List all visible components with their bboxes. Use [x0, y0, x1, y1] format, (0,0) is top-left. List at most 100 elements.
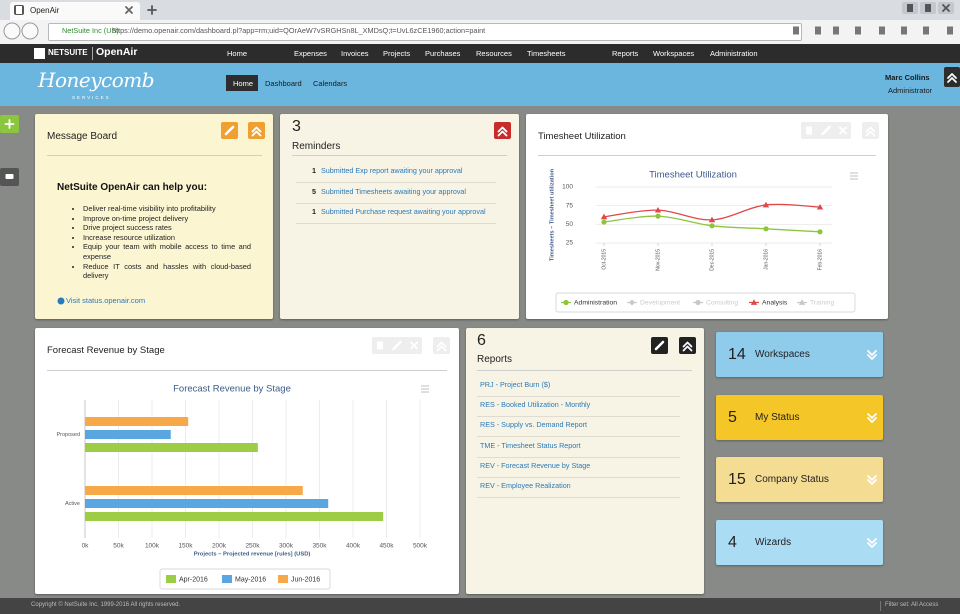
report-link[interactable]: REV - Forecast Revenue by Stage — [480, 460, 591, 470]
nav-brand: NETSUITE — [48, 48, 88, 57]
icon-bg — [862, 122, 879, 139]
browser-toolbar-icon[interactable] — [876, 24, 888, 37]
site-identity: NetSuite Inc (US) — [62, 26, 119, 35]
nav-item[interactable]: Purchases — [425, 49, 461, 58]
legend-box — [159, 568, 331, 590]
icon-glyph — [923, 26, 929, 35]
panel-tool[interactable] — [818, 122, 834, 139]
reminder-link[interactable]: Submitted Exp report awaiting your appro… — [321, 166, 463, 175]
edit-button[interactable] — [221, 122, 238, 139]
edit-button[interactable] — [651, 337, 668, 354]
icon-bg — [248, 122, 265, 139]
browser-toolbar-icon[interactable] — [790, 24, 802, 37]
reminder-link[interactable]: Submitted Timesheets awaiting your appro… — [321, 186, 467, 196]
nav-item[interactable]: Projects — [383, 49, 411, 58]
nav-item[interactable]: Expenses — [294, 49, 327, 58]
nav-button[interactable] — [3, 22, 21, 40]
nav-item[interactable]: Reports — [612, 49, 639, 58]
bar — [85, 499, 329, 508]
report-link[interactable]: REV - Employee Realization — [480, 481, 571, 490]
window-control[interactable] — [920, 2, 936, 14]
report-link[interactable]: PRJ - Project Burn ($) — [480, 380, 551, 389]
tile[interactable] — [716, 519, 883, 565]
collapse-header[interactable] — [944, 67, 960, 87]
row-separator — [477, 497, 680, 498]
nav-item[interactable]: Timesheets — [527, 49, 566, 58]
nav-item[interactable]: Resources — [476, 49, 512, 58]
browser-toolbar-icon[interactable] — [920, 24, 932, 37]
sidebar-add[interactable] — [0, 115, 19, 133]
reminder-link[interactable]: Submitted Purchase request awaiting your… — [321, 207, 486, 216]
tile-expand[interactable] — [864, 346, 880, 362]
data-point — [600, 213, 608, 220]
collapse-button[interactable] — [433, 337, 450, 354]
x-tick-label: 450k — [379, 543, 394, 550]
collapse-button[interactable] — [862, 122, 879, 139]
sidebar-chat[interactable] — [0, 168, 19, 186]
browser-toolbar-icon[interactable] — [944, 24, 956, 37]
window-control[interactable] — [938, 2, 954, 14]
bar — [85, 512, 384, 521]
browser-tab[interactable] — [10, 2, 140, 20]
filter-set: Filter set: All Access — [885, 602, 939, 608]
panel-tool[interactable] — [372, 337, 388, 354]
active-tab-bg — [226, 75, 258, 91]
nav-item[interactable]: Administration — [710, 49, 758, 58]
header-tab[interactable]: Home — [233, 79, 254, 88]
nav-item[interactable]: Invoices — [341, 49, 369, 58]
nav-item[interactable]: Workspaces — [653, 49, 695, 58]
icon-glyph — [5, 174, 14, 179]
copyright: Copyright © NetSuite Inc. 1999-2016 All … — [31, 602, 181, 608]
icon-glyph — [497, 130, 508, 137]
window-control[interactable] — [902, 2, 918, 14]
tab-favicon[interactable] — [14, 5, 24, 15]
browser-toolbar-icon[interactable] — [830, 24, 842, 37]
tile[interactable] — [716, 394, 883, 440]
tile[interactable] — [716, 332, 883, 377]
tile-expand[interactable] — [864, 409, 880, 425]
report-link[interactable]: TME - Timesheet Status Report — [480, 440, 581, 450]
browser-toolbar-icon[interactable] — [852, 24, 864, 37]
y-tick-label: 25 — [566, 240, 574, 247]
divider — [47, 370, 447, 371]
report-link[interactable]: RES - Booked Utilization - Monthly — [480, 400, 591, 410]
tile-expand[interactable] — [864, 534, 880, 550]
tile-expand[interactable] — [864, 471, 880, 487]
tab-close[interactable] — [124, 5, 134, 15]
icon-glyph — [682, 345, 693, 352]
status-link[interactable]: Visit status.openair.com — [66, 296, 146, 305]
icon-glyph — [224, 125, 235, 136]
icon-glyph — [497, 126, 508, 133]
bar — [85, 486, 303, 495]
header-tab[interactable]: Dashboard — [265, 79, 302, 88]
icon-glyph — [865, 130, 876, 137]
header-tab[interactable]: Calendars — [313, 79, 348, 88]
tab-title: OpenAir — [30, 6, 60, 15]
icon-glyph — [879, 26, 885, 35]
collapse-button[interactable] — [679, 337, 696, 354]
browser-toolbar-icon[interactable] — [812, 24, 824, 37]
panel-tool[interactable] — [389, 337, 405, 354]
user-name[interactable]: Marc Collins — [885, 73, 930, 82]
url-field[interactable] — [48, 23, 802, 41]
y-tick-label: 50 — [566, 221, 574, 228]
collapse-button[interactable] — [494, 122, 511, 139]
browser-toolbar-icon[interactable] — [898, 24, 910, 37]
panel-tool[interactable] — [801, 122, 817, 139]
icon-glyph — [839, 126, 847, 135]
legend-marker — [695, 299, 701, 306]
tile[interactable] — [716, 457, 883, 502]
report-link[interactable]: RES - Supply vs. Demand Report — [480, 420, 588, 430]
divider — [538, 155, 876, 156]
nav-item[interactable]: Home — [227, 49, 248, 58]
bullet-item: Reduce IT costs and hassles with cloud-b… — [83, 262, 251, 281]
reminder-count-cell: 5 — [312, 186, 316, 196]
panel-tool[interactable] — [835, 122, 851, 139]
new-tab[interactable] — [146, 4, 158, 16]
nav-button[interactable] — [21, 22, 39, 40]
panel-tool[interactable] — [406, 337, 422, 354]
collapse-button[interactable] — [248, 122, 265, 139]
company-logo: Honeycomb — [38, 68, 155, 92]
message-board-panel — [35, 114, 273, 319]
legend-swatch — [278, 575, 288, 583]
